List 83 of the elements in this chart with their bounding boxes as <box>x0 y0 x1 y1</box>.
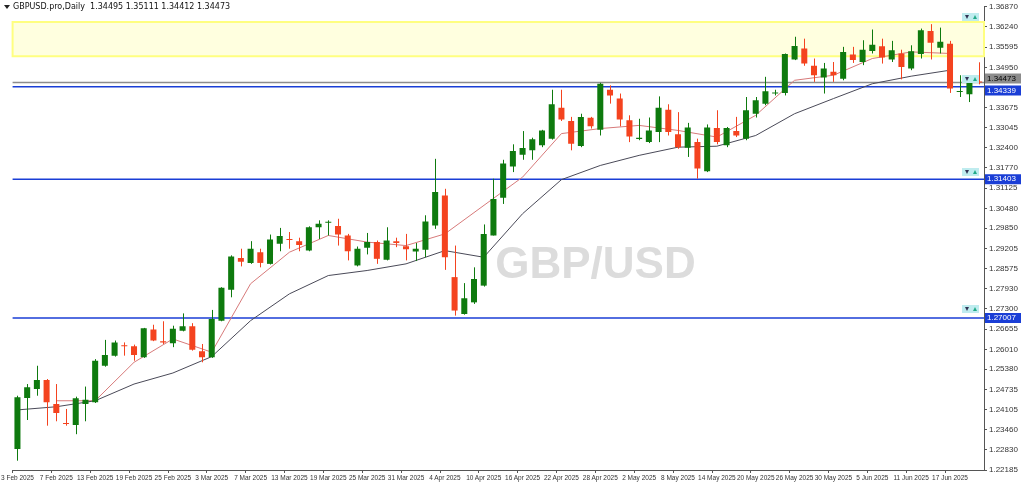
candlestick <box>257 248 264 268</box>
candlestick <box>63 408 70 427</box>
candlestick <box>888 40 895 63</box>
ref-line-label: 1.31403 <box>987 174 1017 184</box>
y-tick-label: 1.25380 <box>989 364 1019 374</box>
candlestick <box>645 117 652 144</box>
candlestick <box>869 29 876 54</box>
candlestick <box>247 240 254 265</box>
candlestick <box>189 322 196 352</box>
y-tick-label: 1.27930 <box>989 283 1019 293</box>
candlestick <box>121 341 128 357</box>
y-tick-label: 1.31770 <box>989 162 1019 172</box>
candlestick <box>917 28 924 60</box>
candlestick <box>723 126 730 148</box>
candlestick <box>859 39 866 66</box>
candlestick <box>626 114 633 143</box>
candlestick <box>24 383 31 421</box>
y-tick-label: 1.24105 <box>989 404 1019 414</box>
ref-line-label: 1.34339 <box>987 85 1017 95</box>
y-tick-label: 1.33675 <box>989 102 1019 112</box>
candlestick <box>43 378 50 427</box>
candlestick <box>801 38 808 67</box>
y-tick-label: 1.23460 <box>989 424 1019 434</box>
y-tick-label: 1.34950 <box>989 62 1019 72</box>
candlestick <box>810 58 818 83</box>
candlestick <box>762 76 769 106</box>
y-tick-label: 1.26010 <box>989 344 1019 354</box>
y-tick-label: 1.27300 <box>989 303 1019 313</box>
candlestick <box>335 218 342 247</box>
y-tick-label: 1.26655 <box>989 324 1019 334</box>
candlestick <box>471 266 478 305</box>
y-tick-label: 1.29850 <box>989 223 1019 233</box>
y-tick-label: 1.30480 <box>989 203 1019 213</box>
candlestick <box>791 36 798 61</box>
candlestick <box>325 219 332 236</box>
candlestick <box>898 49 905 80</box>
candlestick <box>33 365 40 397</box>
candlestick <box>403 233 410 261</box>
ref-line-label: 1.27007 <box>987 313 1017 323</box>
candlestick <box>344 233 351 261</box>
y-tick-label: 1.31125 <box>989 183 1018 193</box>
chart-title: GBPUSD.pro,Daily 1.34495 1.35111 1.34412 1.34473 <box>13 2 231 11</box>
candlestick <box>53 383 60 422</box>
candlestick <box>927 23 934 60</box>
y-tick-label: 1.24735 <box>989 384 1019 394</box>
candlestick <box>820 62 827 95</box>
candlestick <box>713 109 720 145</box>
candlestick <box>354 246 361 267</box>
y-tick-label: 1.28575 <box>989 263 1019 273</box>
candlestick <box>82 386 89 422</box>
y-tick-label: 1.35595 <box>989 42 1019 52</box>
candlestick <box>568 116 575 151</box>
candlestick <box>101 339 108 368</box>
candlestick <box>169 325 176 348</box>
candlestick <box>937 27 944 54</box>
candlestick <box>908 44 915 71</box>
candlestick <box>956 74 963 98</box>
candlestick <box>461 282 468 316</box>
candlestick <box>529 137 536 161</box>
candlestick <box>616 93 623 127</box>
candlestick <box>373 240 380 265</box>
candlestick <box>684 122 691 158</box>
candlestick <box>364 232 371 255</box>
candlestick <box>878 38 886 65</box>
y-tick-label: 1.22830 <box>989 444 1019 454</box>
candlestick <box>509 143 516 173</box>
candlestick <box>752 96 759 119</box>
candlestick <box>383 226 390 261</box>
candlestick <box>286 231 293 250</box>
y-tick-label: 1.36240 <box>989 21 1019 31</box>
y-tick-label: 1.36870 <box>989 2 1019 11</box>
candlestick <box>305 225 312 252</box>
candlestick <box>558 89 565 122</box>
candlestick <box>519 130 526 161</box>
y-tick-label: 1.32400 <box>989 143 1019 152</box>
y-tick-label: 1.22185 <box>989 465 1019 475</box>
y-tick-label: 1.33045 <box>989 122 1019 132</box>
ref-line-label: 1.34473 <box>987 73 1017 83</box>
candlestick <box>276 227 283 252</box>
candlestick <box>665 103 672 136</box>
candlestick <box>675 111 682 150</box>
candlestick <box>199 343 206 363</box>
y-tick-label: 1.29205 <box>989 243 1019 253</box>
